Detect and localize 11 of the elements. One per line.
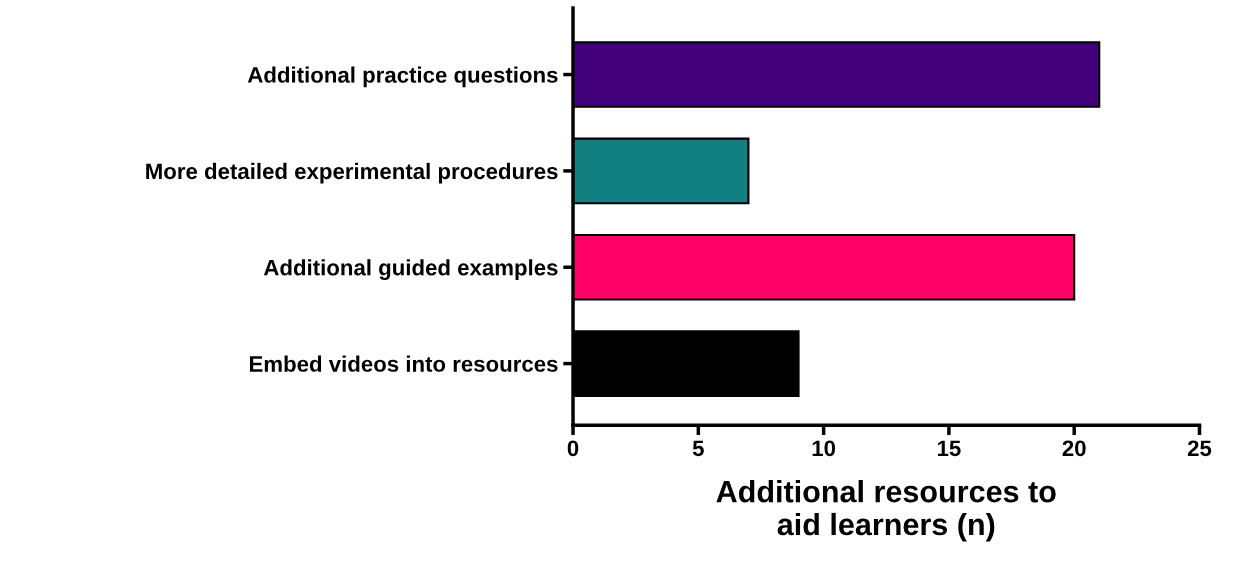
x-tick-label: 10 xyxy=(812,440,836,457)
y-tick-label: Additional practice questions xyxy=(247,66,558,88)
x-axis-title: Additional resources to aid learners (n) xyxy=(716,479,1056,542)
x-tick-label: 5 xyxy=(692,440,704,457)
y-tick-label: More detailed experimental procedures xyxy=(146,162,558,184)
x-tick-label: 20 xyxy=(1062,440,1086,457)
x-tick-label: 15 xyxy=(937,440,961,457)
y-tick-label: Embed videos into resources xyxy=(249,355,558,372)
x-tick-label: 0 xyxy=(567,440,579,457)
x-tick-label: 25 xyxy=(1187,440,1212,457)
y-tick-label: Additional guided examples xyxy=(263,259,558,280)
